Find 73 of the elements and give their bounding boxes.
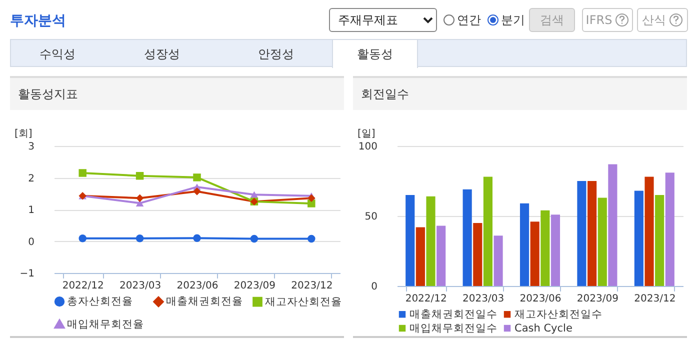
bar [655, 195, 664, 286]
legend-label: 매입채무회전일수 [410, 322, 498, 334]
y-axis-title: [회] [14, 128, 32, 140]
legend-label: 매출채권회전율 [166, 296, 243, 308]
bar [550, 214, 560, 286]
y-tick-label: −1 [20, 268, 34, 280]
x-tick-label: 2023/03 [120, 280, 162, 292]
text: 투자분석 [10, 12, 66, 30]
y-tick-label: 0 [28, 236, 34, 248]
point [308, 194, 316, 202]
y-axis-title: [일] [358, 128, 376, 140]
chart-title: 회전일수 [353, 78, 687, 110]
text: 연간 [457, 12, 481, 28]
bar [608, 164, 618, 286]
bar [416, 227, 425, 286]
point [308, 234, 316, 243]
point [250, 234, 258, 243]
y-tick-label: 1 [28, 205, 34, 216]
text: 수익성 [40, 46, 76, 62]
bar [540, 210, 550, 286]
bar [644, 176, 654, 286]
bar [483, 176, 492, 286]
point [136, 194, 144, 202]
point [193, 188, 201, 196]
text: 분기 [501, 12, 525, 28]
bar [598, 198, 607, 286]
y-tick-label: 100 [358, 142, 378, 152]
bar [426, 196, 436, 286]
legend-label: 총자산회전율 [67, 296, 133, 308]
text: 산식 [642, 12, 666, 28]
point [193, 234, 201, 242]
point [193, 174, 201, 182]
bar [494, 236, 503, 286]
bar [473, 223, 482, 286]
legend-label: 매출채권회전일수 [410, 308, 498, 320]
x-tick-label: 2023/03 [462, 294, 504, 304]
text: 성장성 [144, 46, 180, 62]
bar [577, 181, 586, 286]
bar [665, 172, 674, 286]
legend-label: Cash Cycle [514, 322, 572, 334]
bar [462, 189, 472, 286]
x-tick-label: 2023/09 [234, 280, 276, 292]
point [78, 169, 86, 177]
bar [588, 181, 597, 286]
x-tick-label: 2023/12 [634, 294, 676, 304]
x-tick-label: 2023/09 [576, 294, 618, 304]
bar [530, 222, 540, 286]
y-tick-label: 0 [371, 282, 378, 292]
point [308, 200, 316, 208]
text: 주재무제표 [338, 12, 399, 28]
x-tick-label: 2022/12 [62, 280, 104, 292]
legend-label: 매입채무회전율 [67, 318, 144, 330]
x-tick-label: 2023/06 [176, 280, 218, 292]
text: 활동성 [357, 46, 393, 62]
legend-label: 재고자산회전일수 [514, 308, 602, 320]
text: 검색 [540, 12, 564, 28]
y-tick-label: 3 [28, 142, 34, 152]
x-tick-label: 2023/12 [291, 280, 333, 292]
text: IFRS [586, 13, 612, 27]
text: 안정성 [258, 46, 294, 62]
bar [436, 226, 446, 286]
point [78, 234, 86, 242]
x-tick-label: 2022/12 [405, 294, 447, 304]
bar [520, 203, 530, 286]
legend-label: 재고자산회전율 [265, 296, 342, 308]
bar [406, 195, 415, 286]
bar [634, 190, 644, 286]
point [136, 172, 144, 180]
chart-title: 활동성지표 [10, 78, 344, 110]
point [136, 234, 144, 242]
y-tick-label: 2 [28, 173, 34, 184]
y-tick-label: 50 [364, 212, 378, 222]
x-tick-label: 2023/06 [520, 294, 562, 304]
